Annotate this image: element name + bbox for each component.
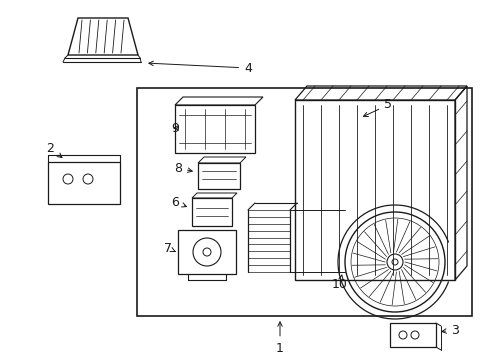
Text: 1: 1 — [276, 322, 284, 355]
Text: 8: 8 — [174, 162, 192, 175]
Bar — [389, 323, 435, 347]
Text: 3: 3 — [441, 324, 458, 337]
Text: 2: 2 — [46, 141, 62, 158]
Text: 9: 9 — [171, 122, 179, 135]
Bar — [198, 163, 240, 189]
Bar — [178, 230, 236, 274]
Text: 5: 5 — [363, 99, 391, 117]
Bar — [175, 105, 254, 153]
Text: 6: 6 — [171, 195, 186, 208]
Text: 10: 10 — [331, 275, 347, 292]
Bar — [192, 198, 231, 226]
Text: 4: 4 — [148, 61, 251, 75]
Text: 7: 7 — [163, 242, 175, 255]
Bar — [137, 88, 471, 316]
Bar — [48, 162, 120, 204]
